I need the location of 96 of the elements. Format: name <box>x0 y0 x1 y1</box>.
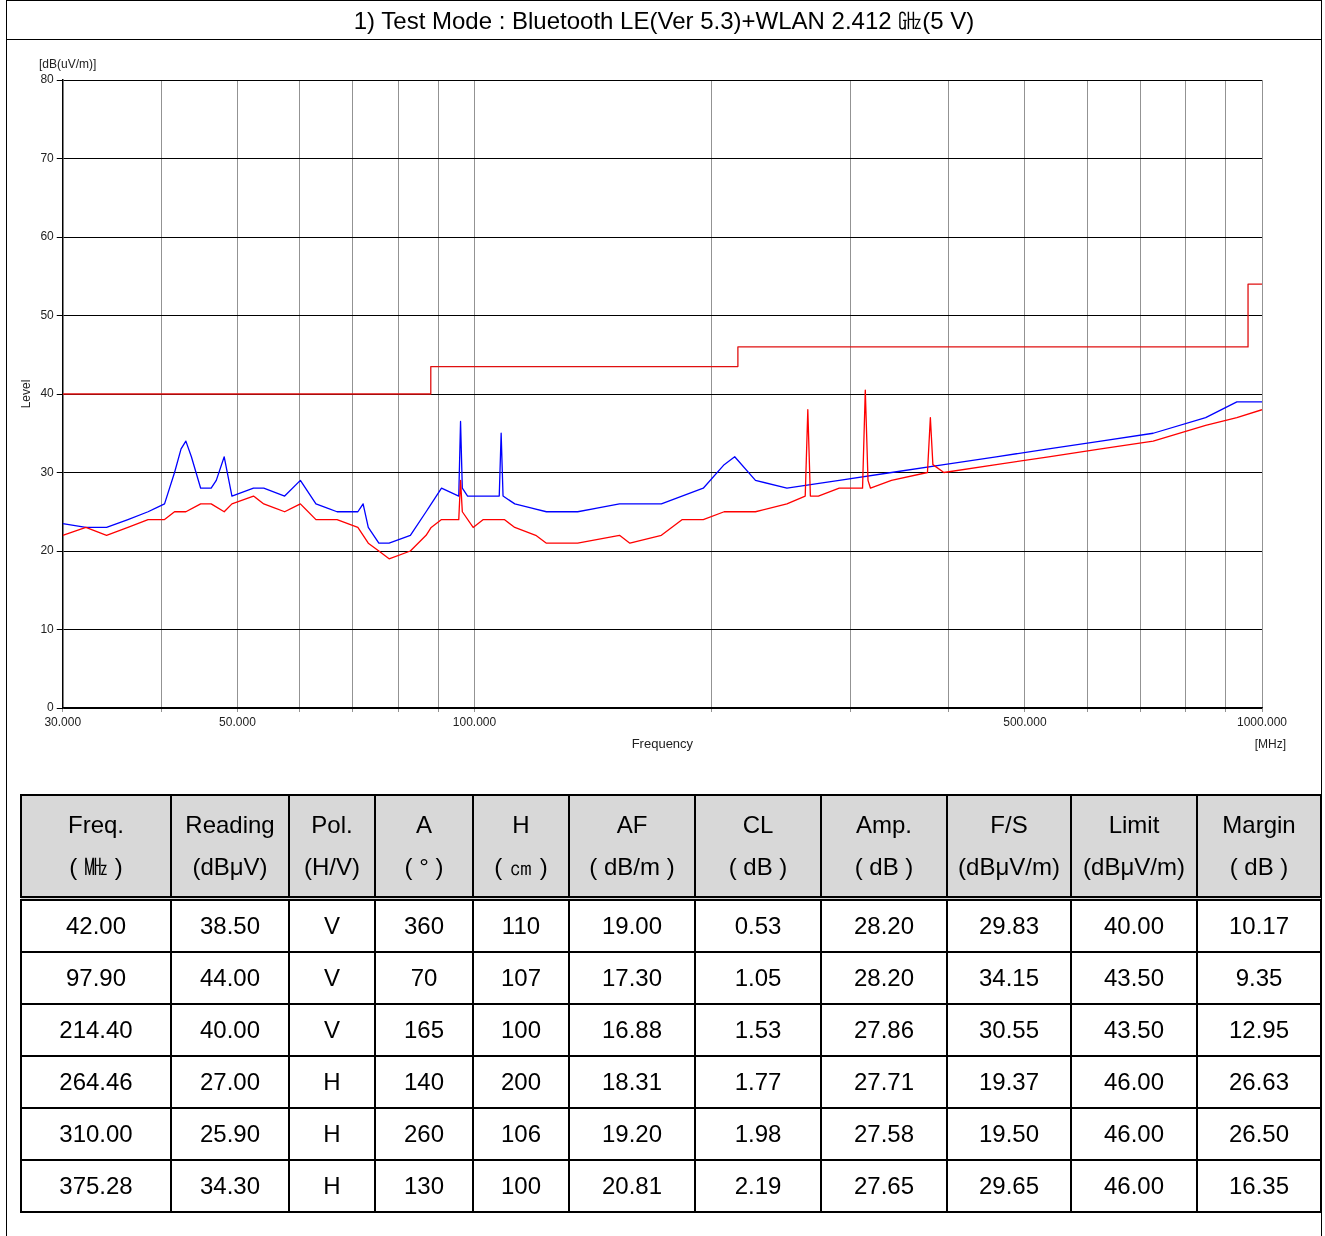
text: 40.00 <box>1071 898 1197 952</box>
text: 42.00 <box>21 898 171 952</box>
text: V <box>289 952 375 1004</box>
text: 28.20 <box>821 898 947 952</box>
text: 375.28 <box>21 1160 171 1212</box>
text: 100 <box>473 1160 569 1212</box>
text: 1.05 <box>695 952 821 1004</box>
text: 165 <box>375 1004 473 1056</box>
category-label: Pol. (H/V) <box>289 795 375 899</box>
text: 29.83 <box>947 898 1071 952</box>
category-label: CL ( dB ) <box>695 795 821 899</box>
text: 30.55 <box>947 1004 1071 1056</box>
text: 38.50 <box>171 898 289 952</box>
text: 19.50 <box>947 1108 1071 1160</box>
category-label: H ( ㎝ ) <box>473 795 569 899</box>
text: V <box>289 898 375 952</box>
text: 0.53 <box>695 898 821 952</box>
category-label: Margin ( dB ) <box>1197 795 1321 899</box>
text: 27.71 <box>821 1056 947 1108</box>
text: 70 <box>375 952 473 1004</box>
text: 27.65 <box>821 1160 947 1212</box>
x-tick-label: 50.000 <box>219 714 257 729</box>
text: 28.20 <box>821 952 947 1004</box>
text: 100 <box>473 1004 569 1056</box>
text: 34.15 <box>947 952 1071 1004</box>
text: 18.31 <box>569 1056 695 1108</box>
y-tick-label: 40 <box>40 386 55 401</box>
text: 1.77 <box>695 1056 821 1108</box>
text: 2.19 <box>695 1160 821 1212</box>
text: 44.00 <box>171 952 289 1004</box>
text: 360 <box>375 898 473 952</box>
text: 19.37 <box>947 1056 1071 1108</box>
category-label: Reading (dBμV) <box>171 795 289 899</box>
text: 46.00 <box>1071 1056 1197 1108</box>
text: 46.00 <box>1071 1108 1197 1160</box>
text: 20.81 <box>569 1160 695 1212</box>
text: 9.35 <box>1197 952 1321 1004</box>
y-tick-label: 80 <box>40 72 55 87</box>
text: 27.86 <box>821 1004 947 1056</box>
x-tick-label: 1000.000 <box>1236 714 1288 729</box>
text: 26.63 <box>1197 1056 1321 1108</box>
category-label: Amp. ( dB ) <box>821 795 947 899</box>
text: 46.00 <box>1071 1160 1197 1212</box>
text: 260 <box>375 1108 473 1160</box>
x-tick-label: 500.000 <box>1003 714 1047 729</box>
text: 17.30 <box>569 952 695 1004</box>
text: [MHz] <box>1254 737 1286 751</box>
y-tick-label: 50 <box>40 307 55 322</box>
text: 26.50 <box>1197 1108 1321 1160</box>
text: H <box>289 1108 375 1160</box>
text: 310.00 <box>21 1108 171 1160</box>
y-axis-title: Level <box>18 379 33 409</box>
category-label: AF ( dB/m ) <box>569 795 695 899</box>
text: 106 <box>473 1108 569 1160</box>
text: [dB(uV/m)] <box>39 57 97 71</box>
y-tick-label: 0 <box>47 700 55 715</box>
chart-title: 1) Test Mode : Bluetooth LE(Ver 5.3)+WLAN 2.412 ㎓(5 V) <box>7 1 1321 40</box>
text: 16.35 <box>1197 1160 1321 1212</box>
x-axis-title: Frequency <box>631 735 694 751</box>
text: V <box>289 1004 375 1056</box>
y-tick-label: 10 <box>40 621 55 636</box>
category-label: A ( ° ) <box>375 795 473 899</box>
text: 200 <box>473 1056 569 1108</box>
y-tick-label: 60 <box>40 229 55 244</box>
y-tick-label: 30 <box>40 464 55 479</box>
y-tick-label: 70 <box>40 150 55 165</box>
category-label: Freq. ( ㎒ ) <box>21 795 171 899</box>
text: 264.46 <box>21 1056 171 1108</box>
text: 27.00 <box>171 1056 289 1108</box>
text: 140 <box>375 1056 473 1108</box>
text: 1.53 <box>695 1004 821 1056</box>
text: 12.95 <box>1197 1004 1321 1056</box>
text: H <box>289 1056 375 1108</box>
y-tick-label: 20 <box>40 543 55 558</box>
text: H <box>289 1160 375 1212</box>
text: 16.88 <box>569 1004 695 1056</box>
text: 43.50 <box>1071 952 1197 1004</box>
text: 1.98 <box>695 1108 821 1160</box>
text: 29.65 <box>947 1160 1071 1212</box>
text: 34.30 <box>171 1160 289 1212</box>
text: 19.20 <box>569 1108 695 1160</box>
text: 130 <box>375 1160 473 1212</box>
text: 97.90 <box>21 952 171 1004</box>
text: 10.17 <box>1197 898 1321 952</box>
category-label: F/S (dBμV/m) <box>947 795 1071 899</box>
category-label: Limit (dBμV/m) <box>1071 795 1197 899</box>
text: 27.58 <box>821 1108 947 1160</box>
text: 107 <box>473 952 569 1004</box>
x-tick-label: 100.000 <box>452 714 497 729</box>
text: 40.00 <box>171 1004 289 1056</box>
text: 25.90 <box>171 1108 289 1160</box>
text: 19.00 <box>569 898 695 952</box>
x-tick-label: 30.000 <box>44 714 82 729</box>
text: 214.40 <box>21 1004 171 1056</box>
text: 43.50 <box>1071 1004 1197 1056</box>
text: 110 <box>473 898 569 952</box>
